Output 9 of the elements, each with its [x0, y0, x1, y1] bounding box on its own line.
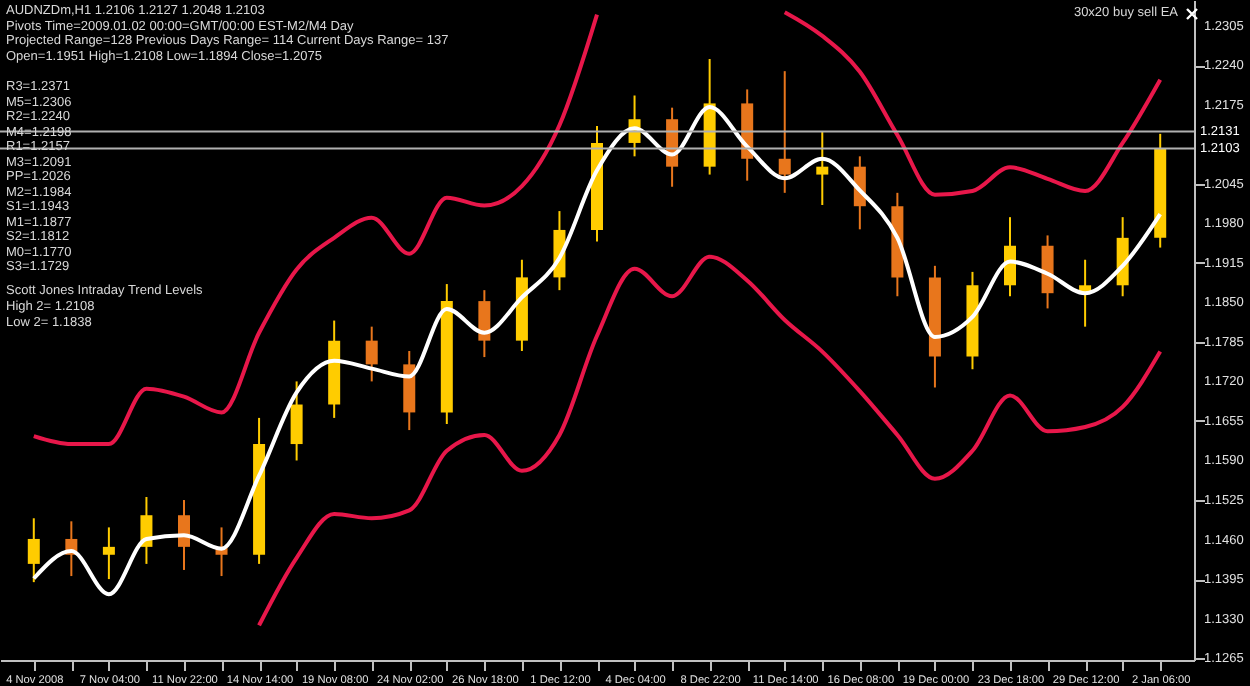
candlestick — [478, 289, 491, 359]
candlestick — [778, 70, 791, 194]
candlestick — [290, 380, 303, 462]
candlestick — [27, 517, 40, 584]
candlestick — [102, 526, 115, 581]
candlestick — [1041, 234, 1054, 310]
line-series — [257, 254, 1163, 628]
candlestick — [816, 131, 829, 206]
candlestick — [365, 325, 378, 383]
